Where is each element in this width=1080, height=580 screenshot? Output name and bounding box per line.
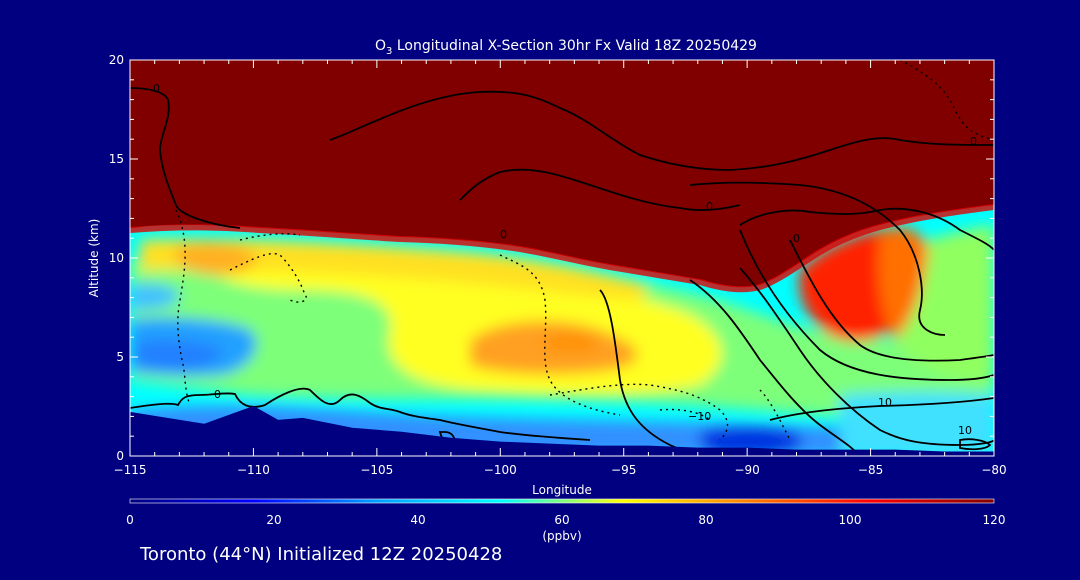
dotted-contour-line xyxy=(229,253,307,303)
terrain-mask xyxy=(130,405,994,456)
contour-label: 0 xyxy=(214,388,221,401)
contour-label: 10 xyxy=(958,424,972,437)
x-axis: −115 −110 −105 −100 −95 −90 −85 −80 xyxy=(114,60,1007,477)
contour-line xyxy=(459,168,741,212)
contour-line xyxy=(739,267,994,446)
colorbar-tick-label: 20 xyxy=(266,513,281,527)
colorbar-frame xyxy=(129,498,995,504)
east-boundary-cyan xyxy=(840,391,994,456)
colorbar-tick-label: 80 xyxy=(698,513,713,527)
contour-label: 0 xyxy=(793,232,800,245)
dotted-contour-line xyxy=(549,383,729,441)
contour-line xyxy=(689,181,946,336)
contour-line xyxy=(329,90,994,171)
colorbar-gradient xyxy=(130,499,994,503)
contour-line xyxy=(689,279,861,456)
contour-line xyxy=(130,387,591,441)
x-tick-label: −110 xyxy=(237,463,270,477)
stratospheric-ozone-region xyxy=(130,60,994,288)
x-tick-label: −100 xyxy=(484,463,517,477)
dotted-contour-line xyxy=(499,254,621,416)
x-tick-label: −115 xyxy=(114,463,147,477)
y-axis-label: Altitude (km) xyxy=(87,219,101,298)
contour-line xyxy=(959,438,992,451)
colorbar-tick-label: 60 xyxy=(554,513,569,527)
dotted-contour-line xyxy=(899,60,994,141)
y-tick-label: 10 xyxy=(109,251,124,265)
x-tick-label: −105 xyxy=(360,463,393,477)
ozone-max-deep-orange xyxy=(545,333,600,352)
footer-caption: Toronto (44°N) Initialized 12Z 20250428 xyxy=(139,544,502,565)
title-prefix: O xyxy=(375,38,386,54)
contour-label: −10 xyxy=(688,410,711,423)
y-tick-label: 5 xyxy=(116,350,124,364)
contour-label: 0 xyxy=(500,228,507,241)
title-subscript: 3 xyxy=(386,46,392,57)
stratospheric-transition-red xyxy=(130,204,994,293)
low-ozone-blue-west-inner xyxy=(135,340,221,370)
dotted-contour-line xyxy=(659,408,711,421)
contour-label: 10 xyxy=(878,396,892,409)
x-tick-label: −80 xyxy=(981,463,1006,477)
colorbar-tick-label: 100 xyxy=(839,513,862,527)
y-tick-label: 20 xyxy=(109,53,124,67)
contour-label: 0 xyxy=(706,200,713,213)
title-rest: Longitudinal X-Section 30hr Fx Valid 18Z… xyxy=(392,38,757,54)
contour-line xyxy=(769,397,994,421)
contour-line xyxy=(739,229,994,381)
negative-ozone-contours xyxy=(175,60,994,441)
contour-label-group: 0 0 0 0 0 0 −10 10 10 xyxy=(153,82,977,437)
plot-area: 0 0 0 0 0 0 −10 10 10 xyxy=(130,60,994,456)
upper-yellow-band xyxy=(140,239,650,300)
ozone-contours xyxy=(130,87,994,456)
contour-line xyxy=(789,239,994,362)
colorbar-tick-label: 0 xyxy=(126,513,134,527)
colorbar-tick-label: 40 xyxy=(410,513,425,527)
x-tick-label: −85 xyxy=(858,463,883,477)
contour-label: 0 xyxy=(153,82,160,95)
y-tick-label: 0 xyxy=(116,449,124,463)
colorbar: 0 20 40 60 80 100 120 (ppbv) xyxy=(126,498,1005,543)
colorbar-units: (ppbv) xyxy=(542,529,581,543)
colorbar-tick-label: 120 xyxy=(983,513,1006,527)
colorbar-ticks: 0 20 40 60 80 100 120 xyxy=(126,513,1005,527)
x-tick-label: −90 xyxy=(734,463,759,477)
y-tick-label: 15 xyxy=(109,152,124,166)
dotted-contour-line xyxy=(239,233,301,241)
x-axis-label: Longitude xyxy=(532,483,592,497)
dotted-contour-line xyxy=(175,209,191,406)
chart-title: O3 Longitudinal X-Section 30hr Fx Valid … xyxy=(375,38,757,57)
contour-line xyxy=(739,207,994,251)
contour-label: 0 xyxy=(970,135,977,148)
contour-line xyxy=(130,87,241,229)
low-ozone-blue-upper-west xyxy=(130,283,180,310)
y-axis: 0 5 10 15 20 xyxy=(109,53,994,463)
x-tick-label: −95 xyxy=(611,463,636,477)
